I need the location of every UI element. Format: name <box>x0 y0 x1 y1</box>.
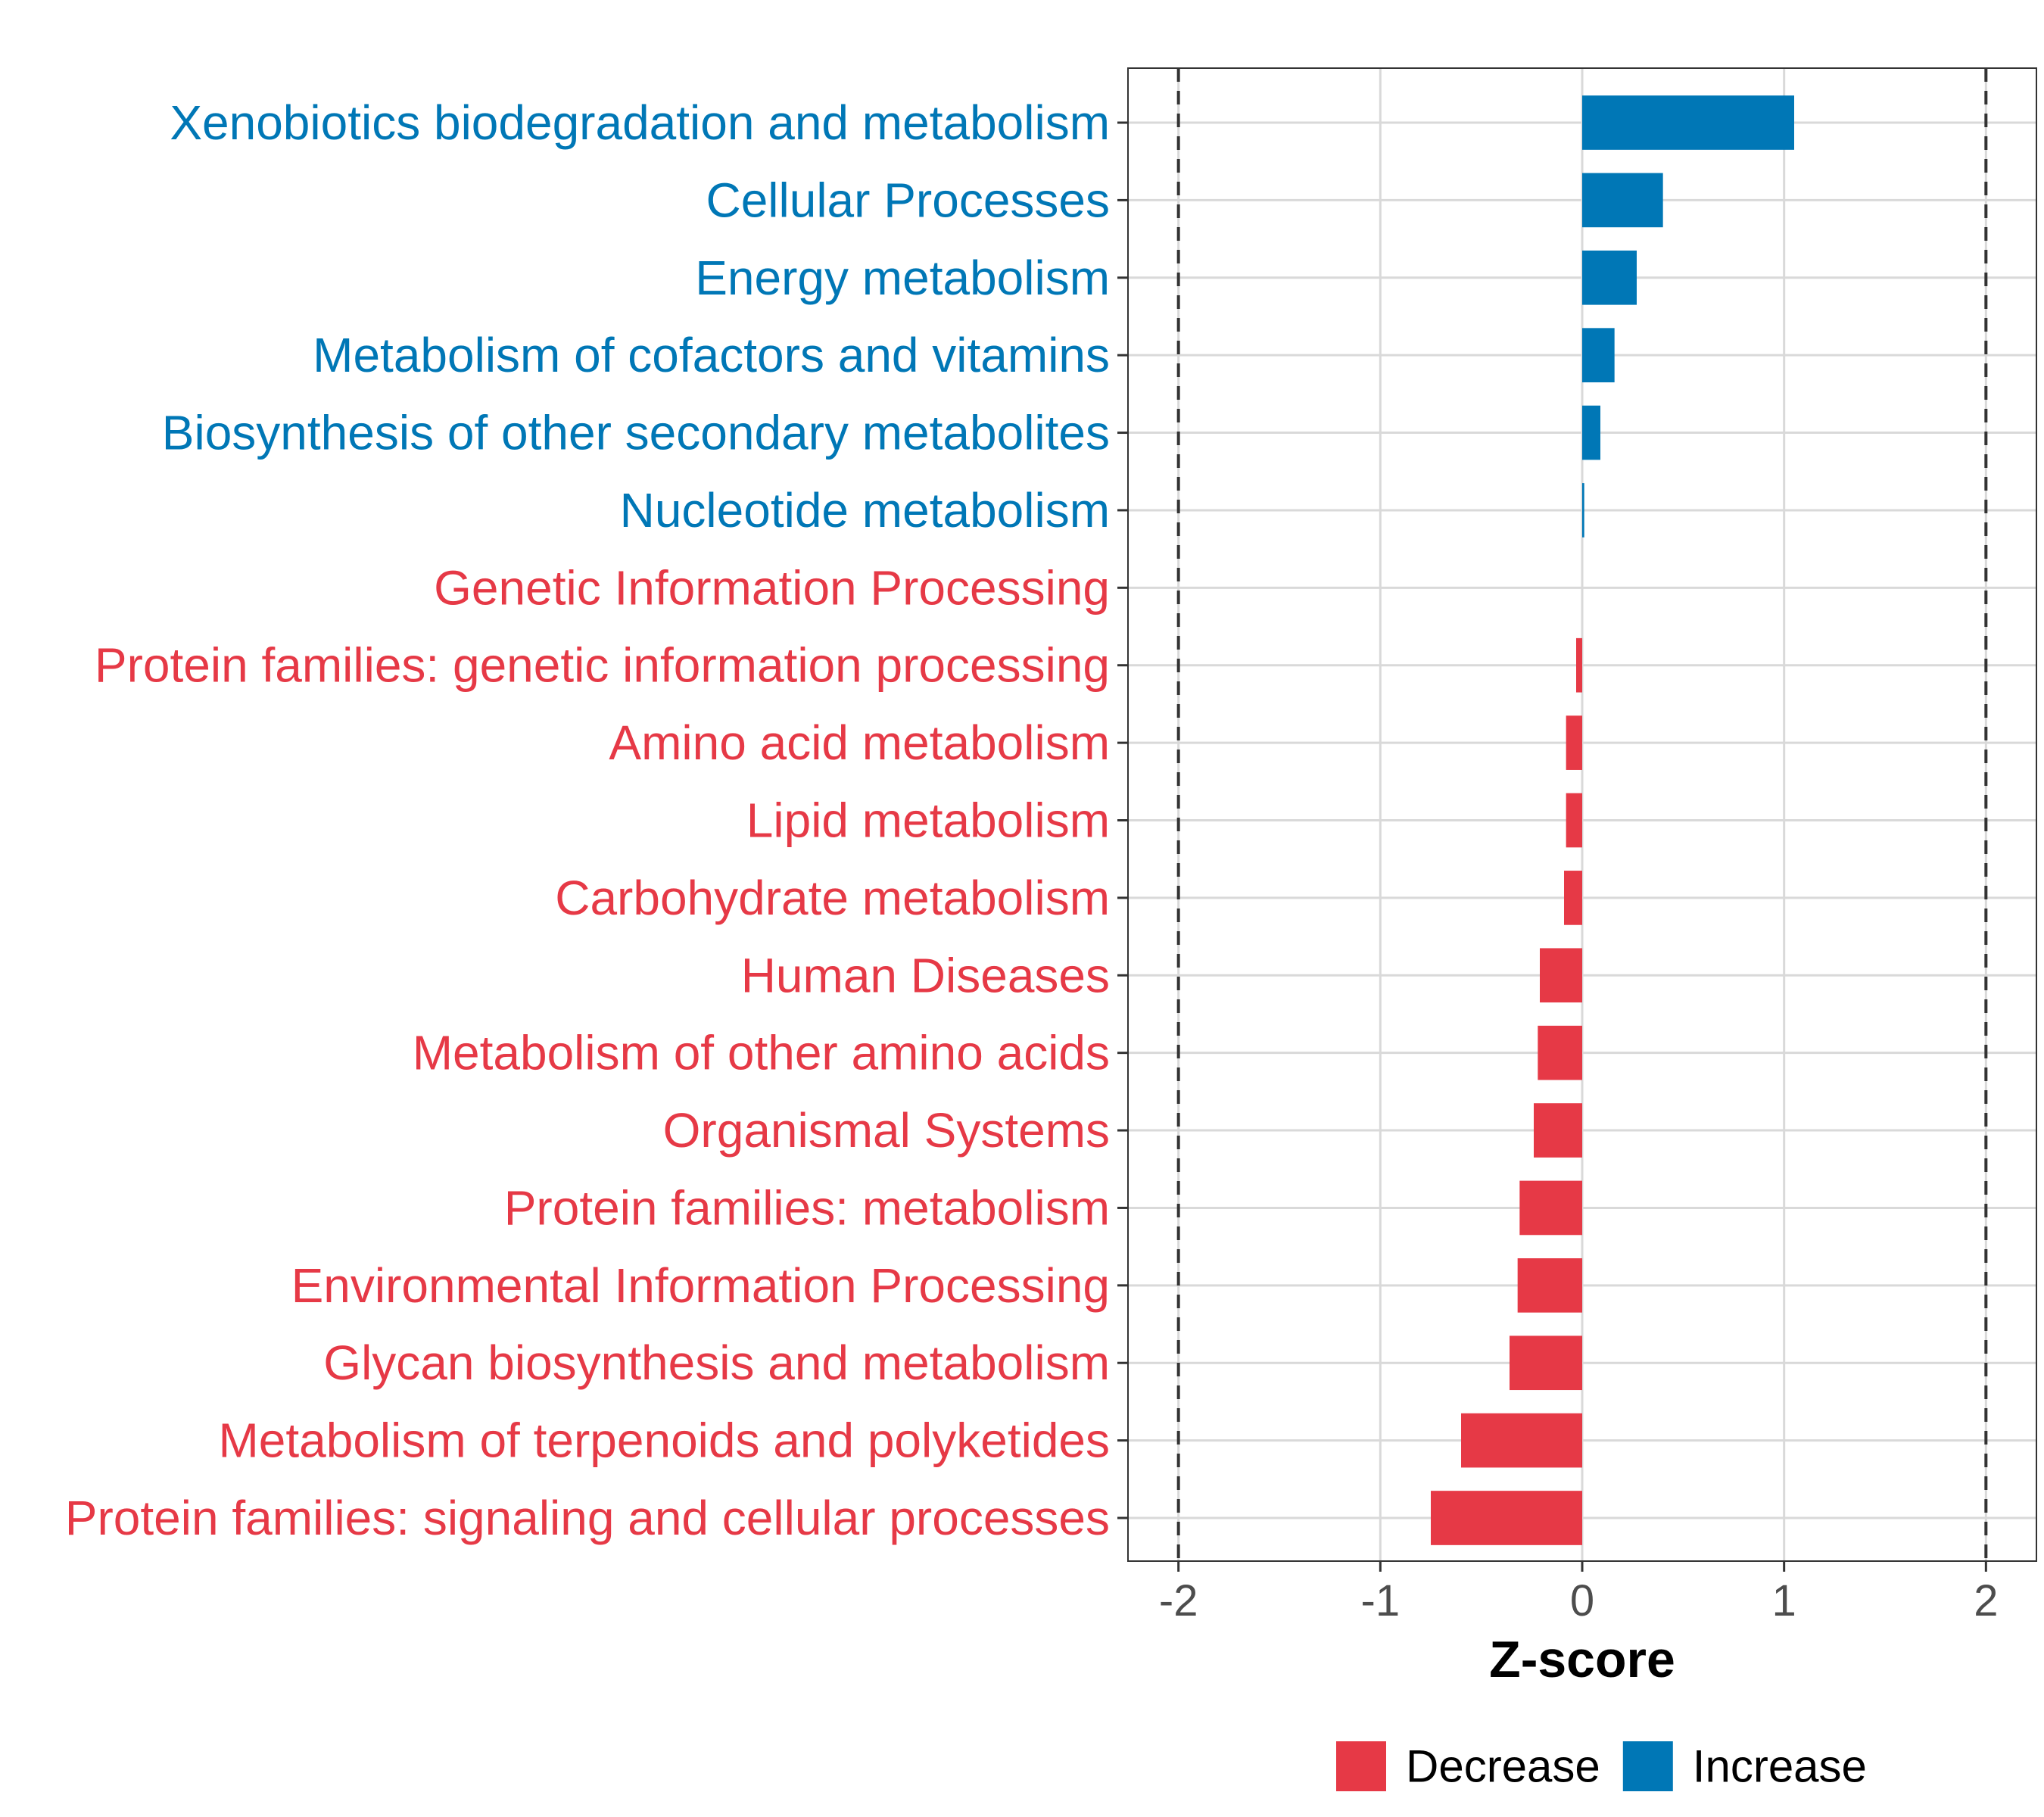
x-tick-label: 1 <box>1772 1576 1796 1625</box>
bar <box>1461 1413 1582 1468</box>
legend-swatch <box>1336 1741 1386 1791</box>
category-label: Cellular Processes <box>706 173 1110 227</box>
category-label: Lipid metabolism <box>746 793 1110 848</box>
category-label: Xenobiotics biodegradation and metabolis… <box>170 95 1110 150</box>
category-label: Organismal Systems <box>663 1103 1110 1158</box>
category-label: Human Diseases <box>741 948 1110 1002</box>
bar <box>1510 1335 1582 1391</box>
bar <box>1582 250 1637 305</box>
category-label: Glycan biosynthesis and metabolism <box>323 1335 1110 1390</box>
x-tick-label: -1 <box>1361 1576 1401 1625</box>
legend-label: Increase <box>1693 1741 1867 1792</box>
bar <box>1534 1103 1582 1158</box>
category-label: Amino acid metabolism <box>609 715 1110 770</box>
bar <box>1564 871 1582 925</box>
category-label: Genetic Information Processing <box>434 560 1110 615</box>
x-tick-label: 0 <box>1570 1576 1594 1625</box>
bar <box>1566 715 1582 770</box>
bar <box>1582 483 1584 538</box>
bar <box>1582 95 1794 150</box>
category-label: Biosynthesis of other secondary metaboli… <box>162 406 1110 460</box>
category-label: Energy metabolism <box>695 251 1110 305</box>
bar <box>1576 637 1582 693</box>
bar <box>1517 1258 1582 1313</box>
category-label: Metabolism of other amino acids <box>413 1026 1110 1080</box>
bar <box>1538 1025 1582 1080</box>
category-label: Metabolism of cofactors and vitamins <box>313 328 1110 382</box>
x-axis-title: Z-score <box>1489 1631 1675 1688</box>
legend-swatch <box>1622 1741 1673 1791</box>
bar <box>1431 1491 1582 1545</box>
bar <box>1540 948 1582 1003</box>
legend: Decrease Increase <box>1336 1741 1867 1792</box>
bar <box>1582 328 1615 383</box>
x-tick-label: 2 <box>1974 1576 1998 1625</box>
category-label: Metabolism of terpenoids and polyketides <box>218 1413 1110 1468</box>
bar <box>1566 793 1582 848</box>
category-label: Nucleotide metabolism <box>620 483 1110 538</box>
legend-label: Decrease <box>1406 1741 1600 1792</box>
bar <box>1519 1180 1582 1236</box>
x-tick-label: -2 <box>1159 1576 1198 1625</box>
bar <box>1582 173 1663 228</box>
category-label: Protein families: genetic information pr… <box>95 638 1110 693</box>
category-label: Protein families: metabolism <box>504 1180 1110 1235</box>
category-label: Protein families: signaling and cellular… <box>65 1491 1110 1545</box>
category-label: Environmental Information Processing <box>291 1258 1110 1313</box>
bar <box>1582 405 1600 460</box>
category-label: Carbohydrate metabolism <box>555 871 1110 925</box>
